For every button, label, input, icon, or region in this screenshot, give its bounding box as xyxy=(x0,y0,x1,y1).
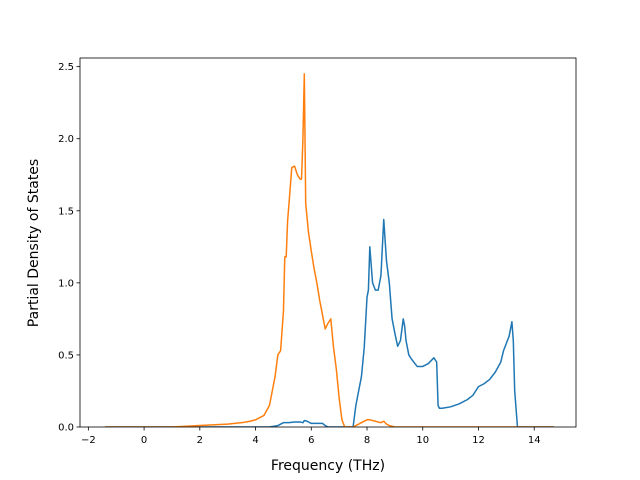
y-axis-ticks: 0.0 0.5 1.0 1.5 2.0 2.5 xyxy=(58,62,80,434)
plot-frame xyxy=(79,57,577,428)
series-line-1 xyxy=(105,218,554,427)
y-tick-label: 0.5 xyxy=(58,350,74,361)
x-tick-label: 2 xyxy=(197,435,203,446)
x-tick-label: 12 xyxy=(472,435,485,446)
x-tick-label: 0 xyxy=(141,435,147,446)
series-layer xyxy=(105,73,554,427)
y-tick-label: 0.0 xyxy=(58,423,74,434)
x-tick-label: 14 xyxy=(528,435,541,446)
x-tick-label: 6 xyxy=(308,435,314,446)
x-tick-label: 4 xyxy=(252,435,258,446)
series-line-2 xyxy=(105,73,554,427)
x-tick-label: 10 xyxy=(416,435,429,446)
x-axis-ticks: −2 0 2 4 6 8 10 12 14 xyxy=(81,427,541,446)
y-tick-label: 1.5 xyxy=(58,206,74,217)
x-tick-label: 8 xyxy=(364,435,370,446)
y-tick-label: 1.0 xyxy=(58,278,74,289)
y-tick-label: 2.0 xyxy=(58,134,74,145)
y-axis-label: Partial Density of States xyxy=(26,159,42,327)
x-tick-label: −2 xyxy=(81,435,96,446)
y-tick-label: 2.5 xyxy=(58,62,74,73)
x-axis-label: Frequency (THz) xyxy=(271,458,385,474)
